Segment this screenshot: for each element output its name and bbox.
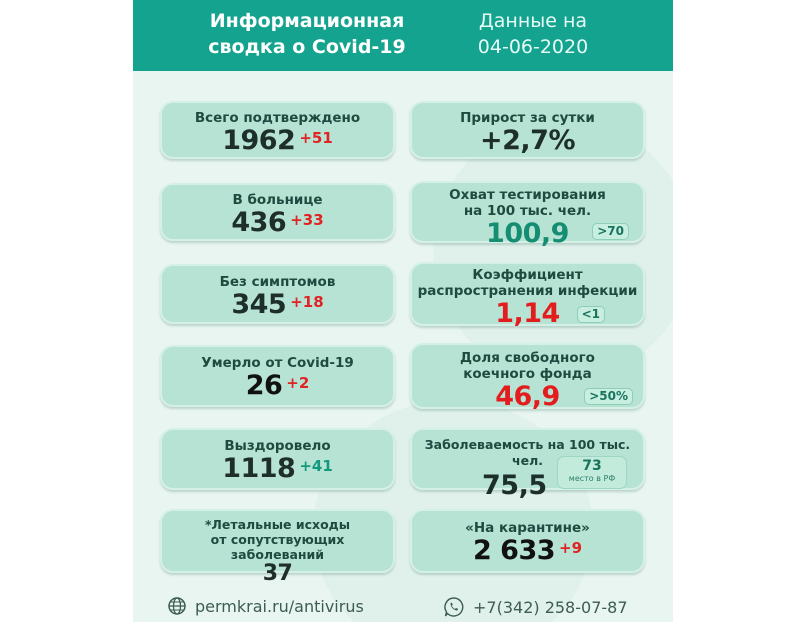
card-spread-coefficient: Коэффициент распространения инфекции 1,1… <box>410 262 645 329</box>
target-badge: >50% <box>584 388 633 405</box>
card-recovered: Выздоровело 1118 +41 <box>160 428 395 490</box>
data-date: Данные на 04-06-2020 <box>477 10 589 58</box>
card-total-confirmed: Всего подтверждено 1962 +51 <box>160 101 395 159</box>
target-badge: >70 <box>592 223 629 240</box>
header: Информационная сводка о Covid-19 Данные … <box>133 0 673 71</box>
card-free-beds: Доля свободного коечного фонда 46,9 >50% <box>410 343 645 412</box>
card-daily-growth: Прирост за сутки +2,7% <box>410 101 645 159</box>
website-link[interactable]: permkrai.ru/antivirus <box>167 596 364 616</box>
card-asymptomatic: Без симптомов 345 +18 <box>160 264 395 324</box>
card-in-hospital: В больнице 436 +33 <box>160 183 395 241</box>
rank-badge: 73 место в РФ <box>557 456 627 489</box>
delta-badge: +51 <box>299 128 333 147</box>
globe-icon <box>168 597 186 615</box>
card-deaths: Умерло от Covid-19 26 +2 <box>160 345 395 407</box>
card-quarantine: «На карантине» 2 633 +9 <box>410 509 645 573</box>
infographic-panel: Информационная сводка о Covid-19 Данные … <box>133 0 673 622</box>
phone-link[interactable]: +7(342) 258-07-87 <box>443 596 628 618</box>
page-title: Информационная сводка о Covid-19 <box>208 10 406 58</box>
delta-badge: +18 <box>290 292 324 311</box>
delta-badge: +33 <box>290 210 324 229</box>
delta-badge: +9 <box>559 538 583 557</box>
virus-background-shape <box>433 120 673 380</box>
card-comorbid-deaths: *Летальные исходы от сопутствующих забол… <box>160 509 395 586</box>
card-incidence: Заболеваемость на 100 тыс. чел. 75,5 73 … <box>410 428 645 501</box>
phone-icon <box>444 597 464 617</box>
delta-badge: +41 <box>299 456 333 475</box>
delta-badge: +2 <box>286 373 310 392</box>
card-testing-coverage: Охват тестирования на 100 тыс. чел. 100,… <box>410 181 645 249</box>
footer: permkrai.ru/antivirus +7(342) 258-07-87 <box>133 594 673 622</box>
target-badge: <1 <box>576 306 605 323</box>
